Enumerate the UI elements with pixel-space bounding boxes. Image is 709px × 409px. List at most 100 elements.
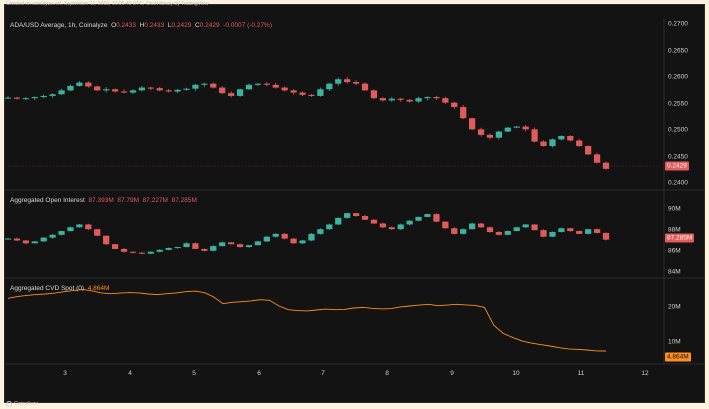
candle-body xyxy=(424,97,431,99)
candle-body xyxy=(40,237,47,242)
candle-body xyxy=(477,129,485,135)
candle-body xyxy=(13,238,21,241)
candle-body xyxy=(370,219,378,224)
price-y-tick: 0.2600 xyxy=(668,73,688,81)
candle-body xyxy=(165,90,172,92)
candle-body xyxy=(111,89,119,92)
cvd-value: 4.864M xyxy=(87,285,110,292)
candle-body xyxy=(451,228,458,234)
candle-body xyxy=(361,216,369,220)
candle-body xyxy=(22,98,29,100)
x-tick: 11 xyxy=(577,370,585,377)
cvd-last-badge: 4.864M xyxy=(665,352,691,362)
y-axis[interactable]: 0.2700 0.2650 0.2600 0.2550 0.2500 0.245… xyxy=(664,0,702,409)
candle-body xyxy=(263,236,270,242)
candle-body xyxy=(201,83,208,85)
candle-body xyxy=(486,134,494,138)
candle-body xyxy=(442,98,449,103)
candle-body xyxy=(254,83,262,85)
oi-value-3: 87.227M xyxy=(142,197,168,204)
candle-body xyxy=(344,79,351,83)
oi-value-1: 87.393M xyxy=(88,197,114,204)
footer-label: Coinalyze xyxy=(14,401,39,407)
candle-body xyxy=(460,107,467,119)
candle-body xyxy=(76,224,83,228)
price-y-tick: 0.2500 xyxy=(668,126,688,134)
candle-body xyxy=(290,238,297,244)
candle-body xyxy=(192,84,199,89)
candle-body xyxy=(326,224,333,230)
candle-body xyxy=(67,85,74,91)
candle-body xyxy=(522,126,529,130)
candle-body xyxy=(219,242,226,247)
candle-body xyxy=(602,232,610,240)
candle-body xyxy=(281,233,288,239)
price-last-badge: 0.2429 xyxy=(665,161,689,171)
candle-body xyxy=(317,89,324,96)
x-tick: 7 xyxy=(321,370,325,377)
candle-body xyxy=(352,82,360,84)
candle-body xyxy=(495,232,503,235)
cvd-line xyxy=(7,288,607,352)
candle-body xyxy=(513,227,520,232)
coinalyze-logo-icon xyxy=(6,401,12,407)
candle-body xyxy=(58,90,65,95)
cvd-legend: Aggregated CVD Spot (0) 4.864M xyxy=(10,285,109,292)
candle-body xyxy=(593,154,601,163)
candle-body xyxy=(228,242,235,245)
candle-body xyxy=(192,243,199,249)
price-symbol: ADA/USD Average, 1h, Coinalyze xyxy=(10,22,108,29)
oi-y-tick: 86M xyxy=(668,247,681,255)
candle-body xyxy=(415,216,422,221)
candle-body xyxy=(513,126,520,128)
candle-body xyxy=(326,83,333,90)
candle-body xyxy=(477,223,485,228)
candle-body xyxy=(13,97,21,99)
candle-body xyxy=(281,87,288,91)
candle-body xyxy=(4,238,12,240)
candle-body xyxy=(31,241,38,244)
x-tick: 9 xyxy=(450,370,454,377)
oi-y-tick: 88M xyxy=(668,226,681,234)
cvd-y-tick: 10M xyxy=(668,338,681,346)
candle-body xyxy=(415,98,422,102)
candle-body xyxy=(201,248,208,251)
candle-body xyxy=(504,231,511,235)
candle-body xyxy=(433,97,440,99)
candle-body xyxy=(219,87,226,94)
x-tick: 4 xyxy=(128,370,132,377)
high-label: H xyxy=(139,22,145,29)
candle-body xyxy=(451,102,458,108)
open-value: 0.2433 xyxy=(116,22,137,29)
candle-body xyxy=(272,233,279,237)
candle-body xyxy=(593,229,601,233)
candle-body xyxy=(236,244,244,248)
candle-body xyxy=(567,228,574,232)
candle-body xyxy=(31,97,38,99)
candle-body xyxy=(272,84,279,88)
candle-body xyxy=(486,227,494,232)
candle-body xyxy=(442,221,449,229)
candle-body xyxy=(147,251,154,254)
candle-body xyxy=(156,249,163,252)
cvd-y-tick: 20M xyxy=(668,303,681,311)
price-y-tick: 0.2700 xyxy=(668,20,688,28)
candle-body xyxy=(308,94,315,96)
candle-body xyxy=(585,229,592,234)
candle-body xyxy=(111,244,119,249)
candle-body xyxy=(129,251,137,253)
price-legend: ADA/USD Average, 1h, Coinalyze O0.2433 H… xyxy=(10,22,272,29)
candle-body xyxy=(522,224,529,228)
candle-body xyxy=(344,213,351,218)
x-tick: 6 xyxy=(257,370,261,377)
candle-body xyxy=(468,223,476,230)
oi-value-2: 87.79M xyxy=(117,197,140,204)
candle-body xyxy=(120,248,128,252)
oi-y-tick: 84M xyxy=(668,268,681,276)
candle-body xyxy=(210,83,217,88)
candle-body xyxy=(156,88,163,91)
candle-body xyxy=(531,224,538,231)
high-value: 0.2433 xyxy=(144,22,165,29)
candle-body xyxy=(165,248,172,250)
